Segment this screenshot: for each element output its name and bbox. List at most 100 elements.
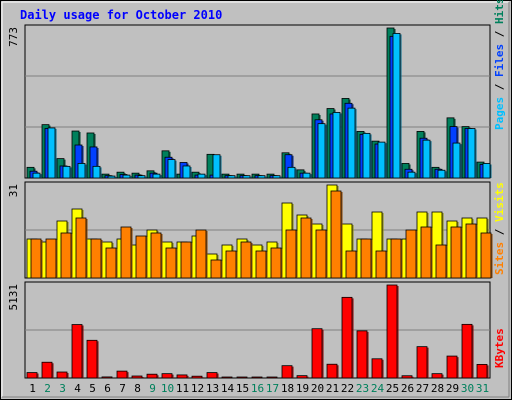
bar-kbytes-day-7 [116, 370, 128, 379]
bar-pages-day-16 [257, 175, 266, 179]
series-kbytes [26, 284, 489, 379]
bar-kbytes-day-16 [251, 376, 263, 379]
bar-pages-day-11 [182, 165, 191, 179]
bar-sites-day-18 [285, 229, 297, 279]
bar-kbytes-day-23 [356, 330, 368, 379]
bar-sites-day-17 [270, 247, 282, 279]
bar-pages-day-24 [377, 141, 386, 179]
bar-sites-day-1 [30, 238, 42, 279]
legend-entry-visits: Visits [493, 182, 506, 222]
bar-pages-day-8 [137, 175, 146, 179]
bar-sites-day-19 [300, 217, 312, 279]
x-tick-label-day-24: 24 [371, 382, 385, 395]
bar-pages-day-12 [197, 173, 206, 179]
bar-kbytes-day-2 [41, 361, 53, 379]
legend-text-kbytes: KBytes [493, 328, 506, 368]
x-tick-label-day-1: 1 [29, 382, 36, 395]
bar-pages-day-29 [452, 142, 461, 179]
series-sites [30, 190, 493, 279]
bar-pages-day-20 [317, 123, 326, 179]
legend-text-hits-files-pages: Pages / Files / Hits [493, 0, 506, 130]
bar-kbytes-day-11 [176, 374, 188, 379]
bar-pages-day-26 [407, 171, 416, 179]
x-axis-labels: 1 2 3 4 5 6 7 8 9 10 11 12 13 14 15 16 17 18 19 20 21 22 23 24 2… [29, 382, 489, 395]
bar-sites-day-29 [450, 226, 462, 279]
bar-sites-day-20 [315, 229, 327, 279]
bar-sites-day-8 [135, 235, 147, 279]
x-tick-label-day-6: 6 [104, 382, 111, 395]
bar-sites-day-13 [210, 259, 222, 279]
x-tick-label-day-17: 17 [266, 382, 279, 395]
bar-pages-day-15 [242, 175, 251, 179]
bar-sites-day-21 [330, 190, 342, 279]
bar-pages-day-21 [332, 112, 341, 179]
bar-pages-day-17 [272, 175, 281, 179]
x-tick-label-day-10: 10 [161, 382, 174, 395]
bar-pages-day-25 [392, 33, 401, 179]
bar-sites-day-26 [405, 229, 417, 279]
x-tick-label-day-19: 19 [296, 382, 309, 395]
legend-entry-pages: Pages [493, 97, 506, 130]
bar-pages-day-28 [437, 169, 446, 179]
bar-pages-day-23 [362, 132, 371, 179]
bar-kbytes-day-9 [146, 373, 158, 379]
x-tick-label-day-12: 12 [191, 382, 204, 395]
bar-pages-day-30 [467, 128, 476, 179]
legend-kbytes: KBytes [493, 328, 506, 368]
bar-sites-day-24 [375, 250, 387, 279]
bar-sites-day-11 [180, 241, 192, 279]
x-tick-label-day-7: 7 [119, 382, 126, 395]
ymax-label-hits-files-pages: 773 [7, 27, 20, 47]
x-tick-label-day-11: 11 [176, 382, 189, 395]
bar-kbytes-day-5 [86, 339, 98, 379]
bar-sites-day-30 [465, 223, 477, 279]
legend-entry-kbytes: KBytes [493, 328, 506, 368]
bar-sites-day-16 [255, 250, 267, 279]
bar-kbytes-day-29 [446, 355, 458, 379]
bar-kbytes-day-26 [401, 375, 413, 379]
bar-pages-day-7 [122, 174, 131, 179]
chart-title: Daily usage for October 2010 [20, 8, 222, 22]
legend-text-visits-sites: Sites / Visits [493, 182, 506, 275]
bar-sites-day-31 [480, 232, 492, 279]
x-tick-label-day-30: 30 [461, 382, 474, 395]
x-tick-label-day-27: 27 [416, 382, 429, 395]
x-tick-label-day-3: 3 [59, 382, 66, 395]
bar-kbytes-day-14 [221, 376, 233, 379]
legend-visits-sites: Sites / Visits [493, 182, 506, 275]
bar-kbytes-day-3 [56, 371, 68, 379]
bar-pages-day-6 [107, 175, 116, 179]
ymax-label-kbytes: 5131 [7, 284, 20, 311]
x-tick-label-day-9: 9 [149, 382, 156, 395]
bar-sites-day-23 [360, 238, 372, 279]
bar-kbytes-day-21 [326, 363, 338, 379]
bar-sites-day-27 [420, 226, 432, 279]
bar-sites-day-9 [150, 232, 162, 279]
bar-kbytes-day-1 [26, 372, 38, 379]
bar-kbytes-day-25 [386, 284, 398, 379]
x-tick-label-day-25: 25 [386, 382, 399, 395]
bar-sites-day-25 [390, 238, 402, 279]
bar-kbytes-day-31 [476, 364, 488, 379]
bar-kbytes-day-27 [416, 346, 428, 379]
bar-kbytes-day-8 [131, 375, 143, 379]
bar-pages-day-13 [212, 154, 221, 179]
bar-sites-day-4 [75, 217, 87, 279]
bar-kbytes-day-24 [371, 358, 383, 379]
bar-kbytes-day-12 [191, 375, 203, 379]
bar-pages-day-9 [152, 173, 161, 179]
panel-hits-files-pages: 773 Pages / Files / Hits [7, 0, 506, 179]
x-tick-label-day-8: 8 [134, 382, 141, 395]
x-tick-label-day-21: 21 [326, 382, 339, 395]
legend-entry-files: Files [493, 44, 506, 77]
bar-sites-day-10 [165, 247, 177, 279]
bar-kbytes-day-22 [341, 296, 353, 379]
bar-pages-day-4 [77, 163, 86, 179]
legend-separator-1: / [493, 222, 506, 242]
bar-pages-day-3 [62, 165, 71, 179]
x-tick-label-day-20: 20 [311, 382, 324, 395]
bar-kbytes-day-4 [71, 324, 83, 379]
bar-pages-day-19 [302, 172, 311, 179]
bar-sites-day-2 [45, 238, 57, 279]
